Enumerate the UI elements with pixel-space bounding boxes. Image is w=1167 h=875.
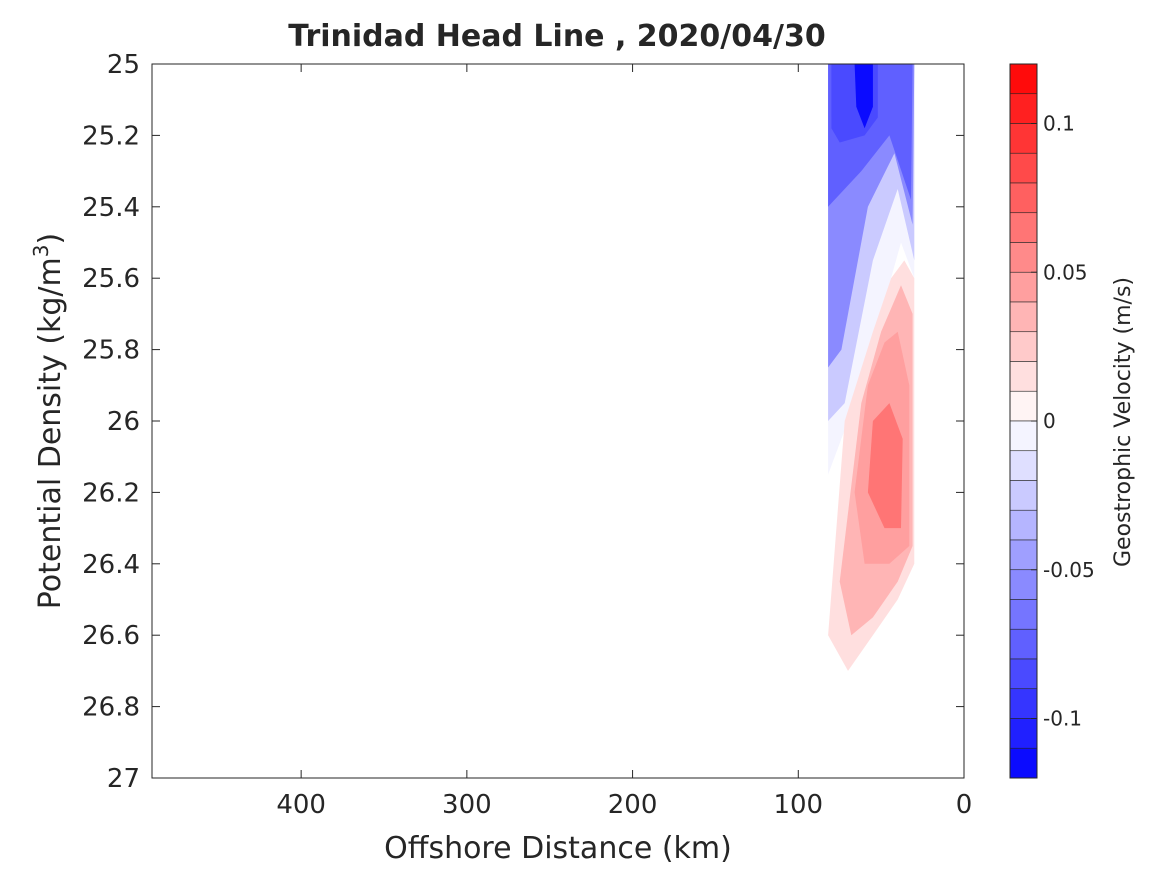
colorbar-swatch [1009,212,1038,243]
y-tick-label: 26.6 [82,621,140,651]
colorbar-swatch [1009,390,1038,422]
colorbar-swatch [1009,509,1038,541]
colorbar-swatch [1009,539,1038,571]
y-tick-label: 27 [107,764,140,794]
x-axis-label: Offshore Distance (km) [384,831,732,866]
colorbar-swatch [1009,331,1038,362]
colorbar-swatch [1009,420,1038,452]
colorbar-swatch [1009,123,1038,154]
colorbar: 0.1 0.05 0 -0.05 -0.1 [1009,63,1095,779]
y-tick-label: 26.2 [82,478,140,508]
contour-layer [828,64,915,671]
colorbar-swatch [1009,63,1038,95]
colorbar-tick-label: 0 [1043,409,1056,433]
colorbar-swatch [1009,450,1038,481]
x-tick-label: 0 [956,790,973,820]
colorbar-swatch [1009,480,1038,511]
colorbar-tick-label: 0.05 [1043,260,1088,284]
y-tick-label: 25.6 [82,264,140,294]
y-tick-label: 26.4 [82,550,140,580]
colorbar-swatch [1009,271,1038,303]
chart-title: Trinidad Head Line , 2020/04/30 [288,19,825,54]
colorbar-swatch [1009,718,1038,749]
contour-region-5 [854,64,873,129]
colorbar-tick-label: 0.1 [1043,112,1075,136]
colorbar-swatch [1009,93,1038,124]
x-tick-label: 300 [442,790,492,820]
y-axis-label-close: ) [33,233,68,245]
colorbar-label: Geostrophic Velocity (m/s) [1111,277,1136,567]
colorbar-tick-label: -0.1 [1043,707,1082,731]
contour-region-9 [867,403,903,529]
colorbar-swatches [1009,63,1038,779]
x-tick-label: 100 [773,790,823,820]
colorbar-swatch [1009,628,1038,660]
y-axis-label-superscript: 3 [29,244,53,257]
y-tick-label: 25 [107,50,140,80]
colorbar-swatch [1009,688,1038,719]
colorbar-swatch [1009,658,1038,690]
colorbar-swatch [1009,152,1038,184]
y-tick-label: 25.8 [82,336,140,366]
y-axis-label: Potential Density (kg/m3) [29,233,68,609]
colorbar-swatch [1009,599,1038,630]
y-axis-label-main: Potential Density (kg/m [33,257,68,609]
y-axis-ticks: 25 25.2 25.4 25.6 25.8 26 26.2 26.4 26.6 26.8 27 [82,50,964,794]
y-tick-label: 25.2 [82,121,140,151]
colorbar-swatch [1009,569,1038,600]
colorbar-swatch [1009,361,1038,392]
x-tick-label: 400 [276,790,326,820]
plot-area: 400 300 200 100 0 25 25.2 25.4 25.6 25.8 26 26.2 26… [82,50,972,820]
colorbar-tick-label: -0.05 [1043,558,1095,582]
x-axis-ticks: 400 300 200 100 0 [276,64,972,820]
y-tick-label: 26.8 [82,693,140,723]
y-tick-label: 26 [107,407,140,437]
y-tick-label: 25.4 [82,193,140,223]
colorbar-swatch [1009,301,1038,333]
colorbar-swatch [1009,747,1038,779]
colorbar-swatch [1009,182,1038,214]
colorbar-ticks: 0.1 0.05 0 -0.05 -0.1 [1031,112,1095,731]
colorbar-frame [1009,63,1038,779]
colorbar-swatch [1009,242,1038,273]
x-tick-label: 200 [608,790,658,820]
